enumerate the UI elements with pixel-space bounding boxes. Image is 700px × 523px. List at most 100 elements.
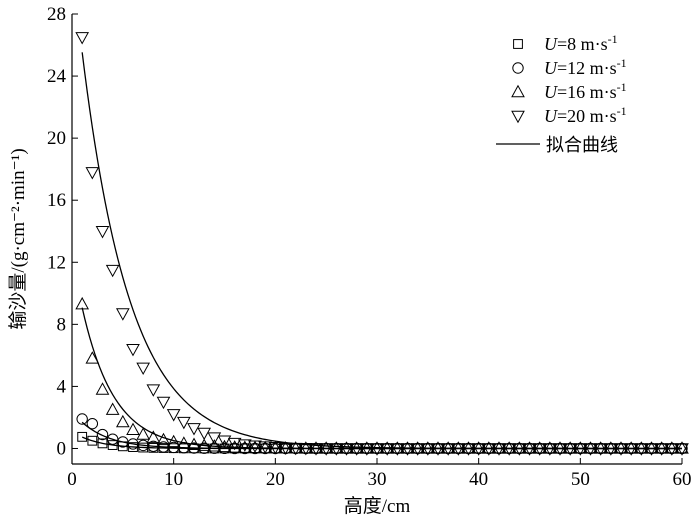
y-axis-title: 输沙量/(g·cm⁻²·min⁻¹): [7, 148, 29, 329]
data-point: [441, 443, 456, 456]
data-point: [107, 440, 118, 450]
x-tick-label: 20: [266, 469, 285, 490]
data-point: [187, 437, 201, 450]
data-point: [532, 441, 547, 454]
data-point: [410, 443, 425, 456]
data-point: [176, 436, 191, 449]
legend-item: U=20 m·s-1: [511, 104, 627, 126]
y-tick-label: 16: [47, 190, 66, 211]
y-tick-label: 0: [57, 438, 67, 459]
y-tick-label: 20: [47, 128, 66, 149]
data-point: [258, 441, 273, 454]
legend-label: U=20 m·s-1: [544, 104, 627, 126]
x-tick-label: 50: [571, 469, 590, 490]
data-point: [105, 402, 120, 415]
data-point: [309, 441, 323, 454]
x-tick-label: 10: [164, 469, 183, 490]
data-point: [664, 443, 679, 456]
data-point: [603, 443, 618, 456]
data-point: [481, 443, 496, 456]
data-point: [400, 443, 415, 456]
data-point: [461, 443, 476, 456]
x-tick-label: 60: [673, 469, 692, 490]
data-point: [624, 443, 639, 456]
data-point: [553, 441, 567, 454]
legend: U=8 m·s-1U=12 m·s-1U=16 m·s-1U=20 m·s-1 拟…: [496, 32, 627, 155]
data-point: [95, 382, 110, 395]
data-point: [339, 443, 354, 456]
data-point: [227, 440, 242, 453]
legend-item: U=8 m·s-1: [513, 32, 618, 54]
data-point: [115, 308, 130, 321]
data-point: [502, 441, 517, 454]
series-3: [75, 296, 689, 454]
data-point: [136, 427, 151, 440]
axes: 0 10 20 30 40 50 60 0 4 8 12 16 20 24 28: [47, 4, 692, 490]
data-point: [634, 441, 649, 454]
data-point: [76, 413, 88, 425]
data-point: [75, 296, 90, 310]
data-point: [96, 428, 109, 441]
legend-marker: [511, 84, 525, 98]
data-point: [136, 362, 151, 376]
data-point: [603, 441, 618, 454]
fit-curve: [81, 307, 682, 450]
data-point: [593, 441, 608, 454]
data-point: [197, 427, 212, 441]
data-point: [390, 443, 405, 456]
data-point: [298, 442, 313, 456]
x-tick-label: 0: [67, 469, 77, 490]
legend-item-fit: 拟合曲线: [496, 135, 618, 155]
data-point: [583, 441, 598, 454]
data-point: [573, 443, 588, 456]
data-point: [664, 441, 679, 454]
data-point: [268, 442, 283, 455]
data-point: [583, 443, 598, 456]
data-point: [563, 443, 578, 456]
data-point: [542, 443, 557, 456]
data-point: [97, 438, 108, 449]
data-point: [87, 435, 98, 446]
data-point: [329, 443, 344, 456]
data-point: [105, 264, 120, 278]
data-point: [675, 441, 689, 454]
data-point: [227, 437, 242, 451]
data-point: [95, 226, 110, 239]
data-point: [217, 439, 232, 453]
data-point: [553, 443, 567, 456]
y-tick-label: 28: [47, 4, 66, 25]
y-tick-label: 24: [47, 66, 67, 87]
data-point: [420, 443, 435, 456]
data-point: [624, 441, 639, 454]
data-point: [359, 443, 374, 456]
data-point: [126, 343, 140, 357]
data-point: [248, 440, 262, 453]
data-point: [329, 441, 344, 454]
y-tick-label: 4: [57, 376, 67, 397]
data-point: [187, 423, 201, 436]
data-point: [146, 384, 161, 397]
data-point: [237, 440, 252, 453]
legend-label: U=12 m·s-1: [544, 56, 627, 78]
data-point: [237, 439, 252, 452]
data-point: [370, 443, 384, 456]
data-point: [380, 443, 395, 456]
data-point: [644, 441, 659, 454]
data-point: [339, 441, 354, 454]
data-point: [115, 414, 130, 428]
data-point: [522, 443, 537, 456]
data-point: [156, 432, 171, 446]
x-tick-label: 40: [469, 469, 488, 490]
data-point: [512, 441, 527, 454]
legend-item: U=16 m·s-1: [511, 80, 627, 102]
data-point: [298, 441, 313, 454]
data-point: [349, 443, 364, 456]
data-point: [675, 443, 689, 456]
y-tick-label: 8: [57, 314, 67, 335]
data-point: [146, 430, 161, 443]
data-point: [593, 443, 608, 456]
y-tick-label: 12: [47, 252, 66, 273]
legend-label: U=8 m·s-1: [544, 32, 618, 54]
data-point: [471, 443, 486, 456]
